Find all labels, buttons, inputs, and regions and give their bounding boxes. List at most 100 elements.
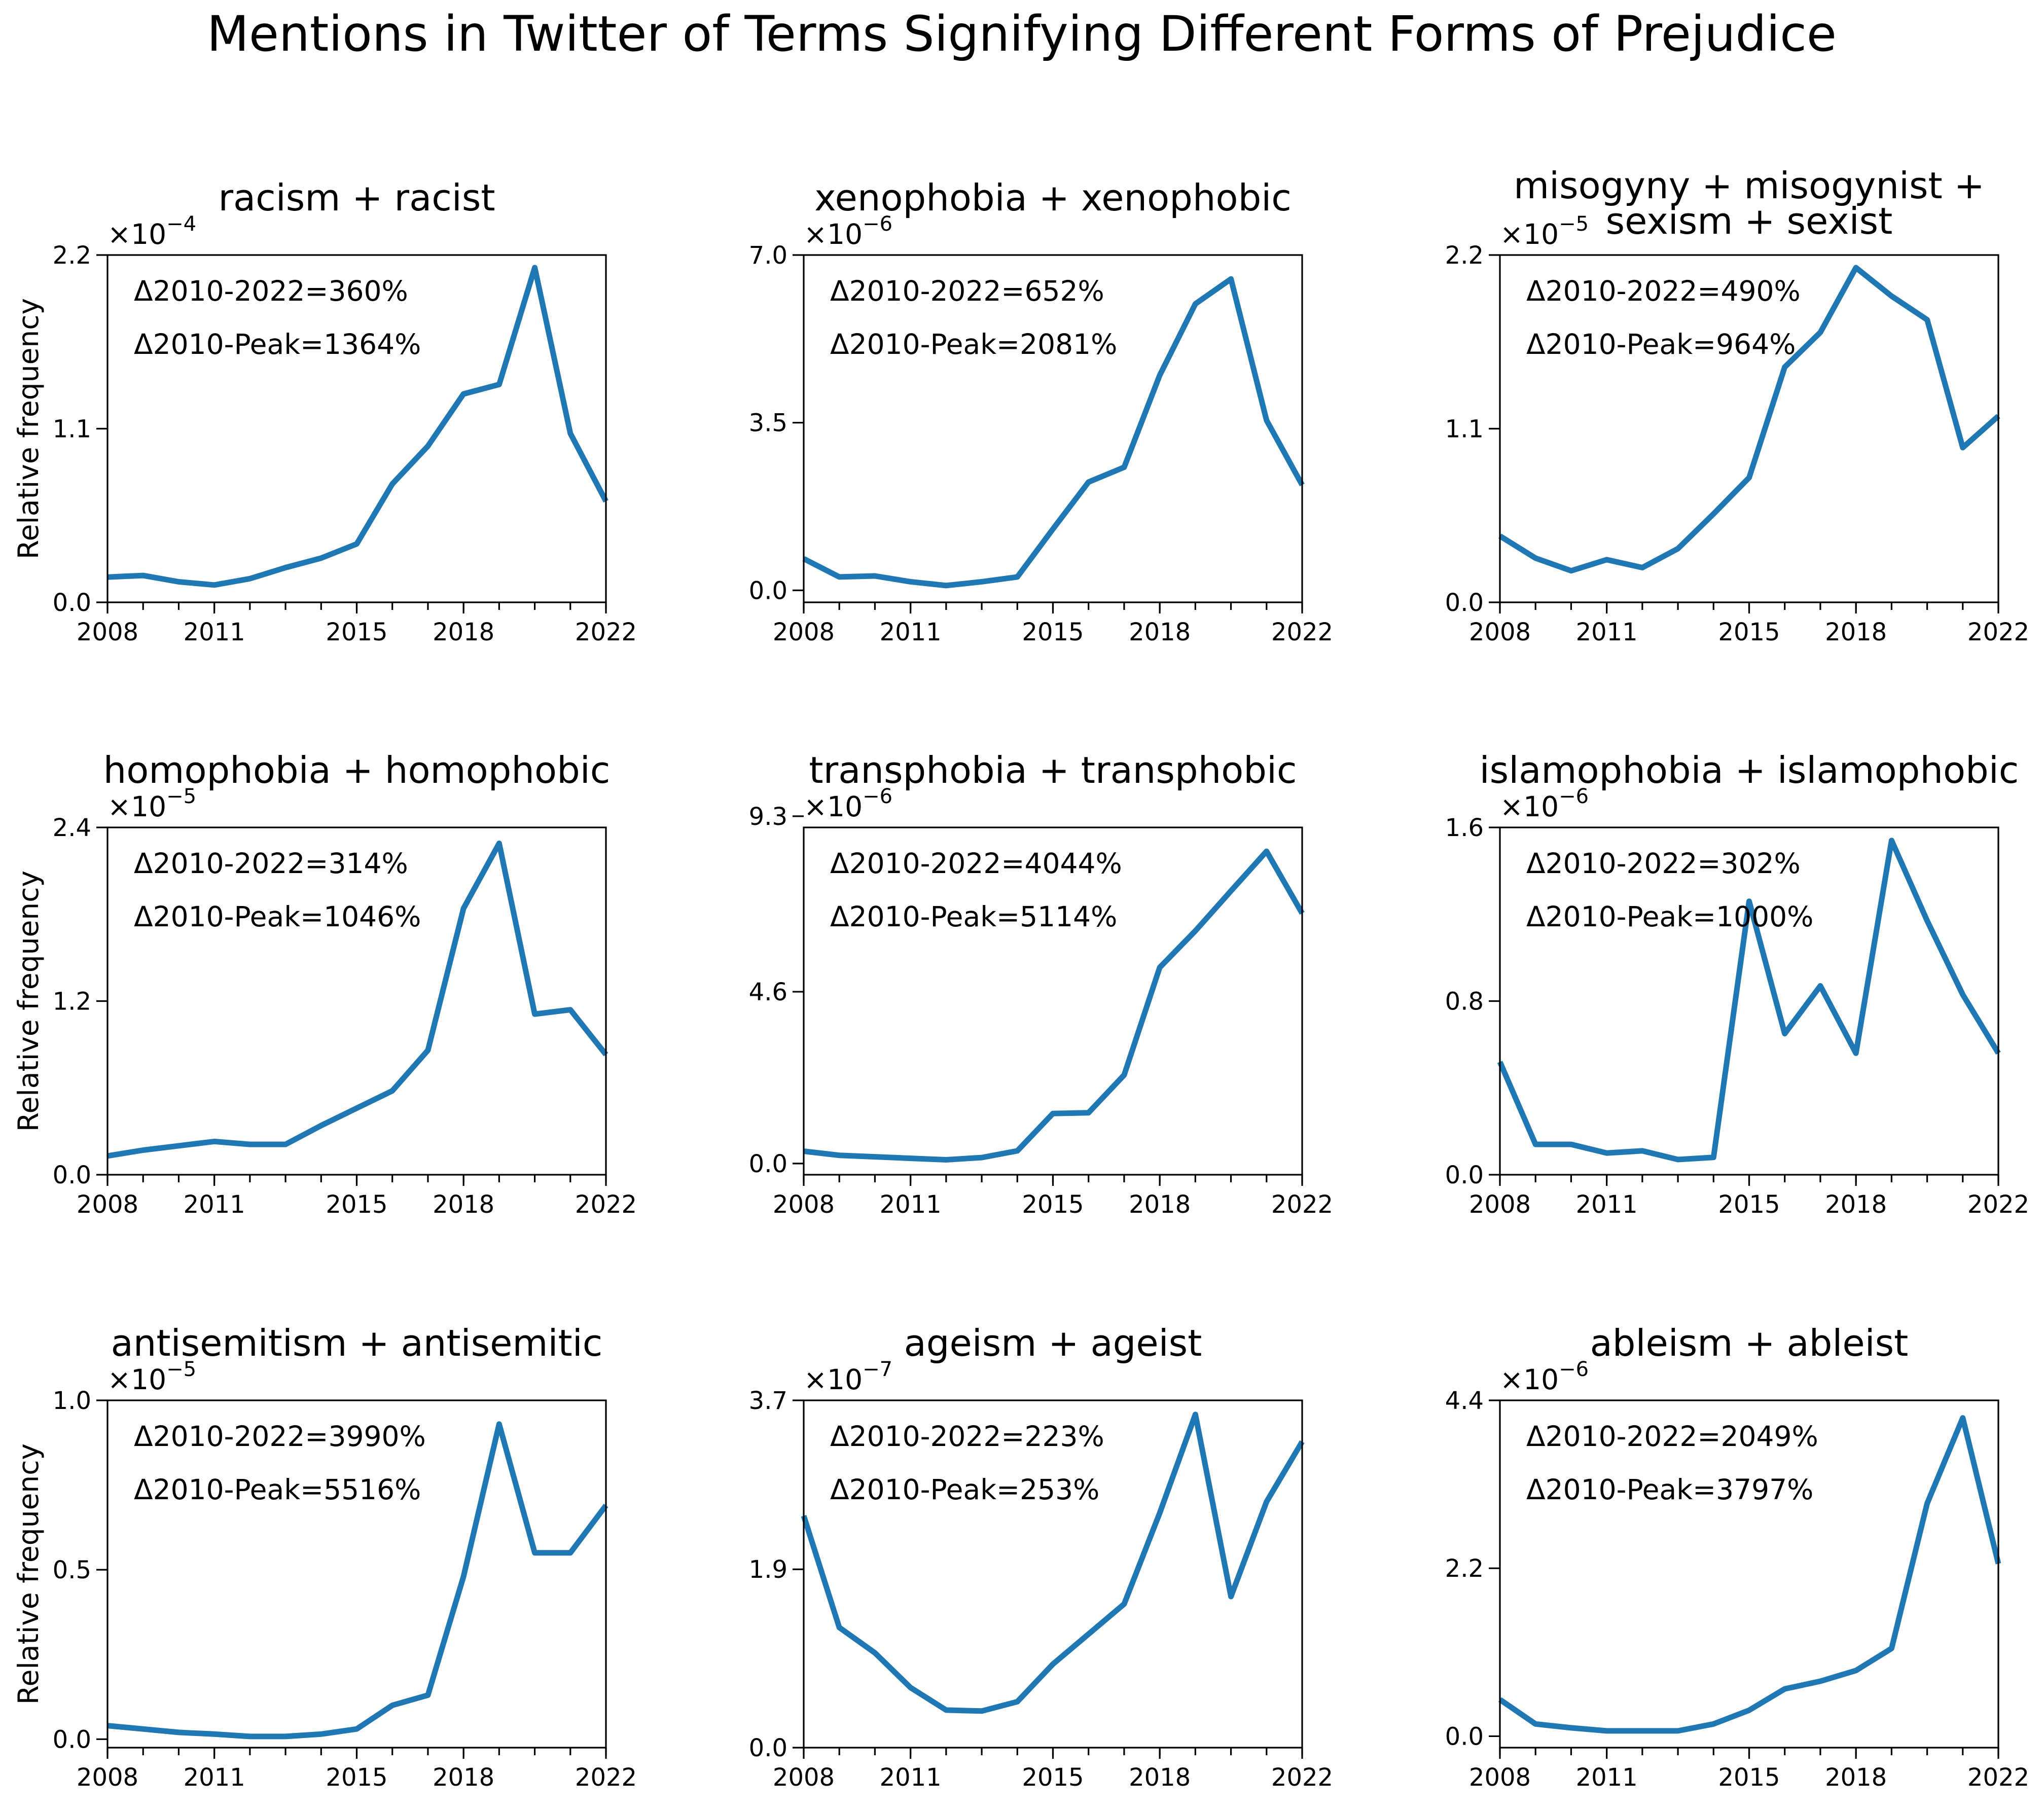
delta-annotation: Δ2010-2022=302% — [1526, 847, 1801, 880]
x-tick-label: 2018 — [1825, 1190, 1887, 1219]
y-tick-label: 2.2 — [1445, 241, 1484, 270]
delta-annotation: Δ2010-Peak=3797% — [1526, 1473, 1813, 1506]
subplot-title: ableism + ableist — [1590, 1322, 1909, 1364]
subplot-title: racism + racist — [218, 176, 495, 219]
y-tick-label: 0.8 — [1445, 988, 1484, 1016]
y-tick-label: 4.4 — [1445, 1387, 1484, 1415]
y-tick-label: 7.0 — [749, 241, 787, 270]
subplot-title: misogyny + misogynist + sexism + sexist — [1514, 164, 1985, 242]
x-tick-label: 2008 — [773, 1190, 835, 1219]
y-tick-label: 1.2 — [53, 988, 91, 1016]
y-axis-label: Relative frequency — [12, 1443, 45, 1705]
delta-annotation: Δ2010-Peak=1046% — [134, 900, 421, 933]
y-tick-label: 1.6 — [1445, 814, 1484, 842]
series-line — [801, 1412, 1305, 1714]
subplot-title: xenophobia + xenophobic — [814, 176, 1292, 219]
series-line — [1498, 265, 2000, 574]
series-line — [803, 848, 1305, 1163]
y-axis-multiplier: ×10−4 — [107, 212, 196, 250]
y-tick-label: 1.1 — [53, 415, 91, 444]
multiplier-base: ×10 — [1500, 1363, 1559, 1396]
delta-annotation: Δ2010-Peak=5516% — [134, 1473, 421, 1506]
multiplier-base: ×10 — [1500, 218, 1559, 250]
y-axis-label: Relative frequency — [12, 871, 45, 1132]
x-tick-label: 2011 — [880, 1190, 942, 1219]
multiplier-base: ×10 — [804, 790, 863, 823]
subplot: racism + racist ×10−4 2008 2011 2015 2018 2022… — [12, 176, 637, 646]
y-tick-label: 2.2 — [53, 241, 91, 270]
figure-title: Mentions in Twitter of Terms Signifying … — [207, 6, 1837, 62]
x-tick-label: 2015 — [1022, 1190, 1084, 1219]
x-tick-label: 2022 — [1271, 1190, 1333, 1219]
series-line — [107, 840, 608, 1159]
x-tick-label: 2011 — [1576, 1763, 1638, 1792]
delta-annotation: Δ2010-2022=490% — [1526, 275, 1801, 307]
x-tick-label: 2022 — [1967, 618, 2029, 646]
y-tick-label: 0.0 — [53, 589, 91, 617]
y-axis-multiplier: ×10−6 — [1500, 1358, 1589, 1396]
subplot-title: ageism + ageist — [904, 1322, 1202, 1364]
subplot-title: islamophobia + islamophobic — [1480, 749, 2019, 791]
x-tick-label: 2015 — [326, 1763, 387, 1792]
x-tick-label: 2008 — [1469, 1190, 1531, 1219]
y-tick-label: 2.4 — [53, 814, 91, 842]
series-line — [1498, 1415, 2001, 1734]
subplot: transphobia + transphobic×10−6 2008 2011 20… — [749, 749, 1333, 1219]
multiplier-exponent: −6 — [1559, 1358, 1589, 1381]
multiplier-base: ×10 — [107, 1363, 166, 1396]
delta-annotation: Δ2010-Peak=2081% — [830, 328, 1117, 360]
x-tick-label: 2008 — [773, 618, 835, 646]
y-tick-label: 1.1 — [1445, 415, 1484, 444]
x-tick-label: 2022 — [1271, 618, 1333, 646]
x-tick-label: 2011 — [1576, 618, 1638, 646]
y-tick-label: 0.0 — [1445, 589, 1484, 617]
x-tick-label: 2018 — [1129, 1763, 1191, 1792]
y-tick-label: 1.9 — [749, 1555, 787, 1584]
subplot-title: antisemitism + antisemitic — [111, 1322, 603, 1364]
delta-annotation: Δ2010-2022=314% — [134, 847, 408, 880]
subplot-title: homophobia + homophobic — [103, 749, 611, 791]
multiplier-exponent: −5 — [1559, 212, 1589, 236]
y-tick-label: 0.0 — [1445, 1161, 1484, 1189]
y-axis-label: Relative frequency — [12, 298, 45, 559]
x-tick-label: 2011 — [1576, 1190, 1638, 1219]
x-tick-label: 2008 — [77, 618, 138, 646]
y-tick-label: 0.0 — [749, 1150, 787, 1178]
x-tick-label: 2018 — [1825, 618, 1887, 646]
x-tick-label: 2011 — [184, 1190, 245, 1219]
x-tick-label: 2022 — [575, 1190, 637, 1219]
y-tick-label: 0.0 — [1445, 1722, 1484, 1751]
multiplier-exponent: −5 — [166, 1358, 196, 1381]
multiplier-base: ×10 — [107, 218, 166, 250]
x-tick-label: 2008 — [1469, 618, 1531, 646]
series-line — [1497, 838, 2001, 1163]
x-tick-label: 2015 — [1718, 618, 1780, 646]
x-tick-label: 2008 — [1469, 1763, 1531, 1792]
x-tick-label: 2008 — [773, 1763, 835, 1792]
x-tick-label: 2022 — [575, 1763, 637, 1792]
multiplier-exponent: −4 — [166, 212, 196, 236]
y-axis-multiplier: ×10−7 — [804, 1358, 892, 1396]
y-tick-label: 3.7 — [749, 1387, 787, 1415]
subplot: misogyny + misogynist + sexism + sexist×1… — [1445, 164, 2029, 646]
delta-annotation: Δ2010-2022=4044% — [830, 847, 1122, 880]
y-tick-label: 3.5 — [749, 409, 787, 438]
multiplier-base: ×10 — [804, 218, 863, 250]
x-tick-label: 2015 — [326, 618, 387, 646]
delta-annotation: Δ2010-2022=3990% — [134, 1420, 426, 1453]
series-line — [802, 276, 1305, 589]
delta-annotation: Δ2010-2022=2049% — [1526, 1420, 1818, 1453]
y-tick-label: 0.0 — [53, 1161, 91, 1189]
multiplier-base: ×10 — [804, 1363, 863, 1396]
y-axis-multiplier: ×10−5 — [107, 1358, 196, 1396]
x-tick-label: 2015 — [1022, 1763, 1084, 1792]
delta-annotation: Δ2010-Peak=253% — [830, 1473, 1099, 1506]
y-axis-multiplier: ×10−6 — [804, 785, 892, 823]
delta-annotation: Δ2010-2022=223% — [830, 1420, 1104, 1453]
x-tick-label: 2008 — [77, 1190, 138, 1219]
subplot: antisemitism + antisemitic×10−5 2008 2011 2… — [12, 1322, 637, 1792]
x-tick-label: 2008 — [77, 1763, 138, 1792]
x-tick-label: 2018 — [1825, 1763, 1887, 1792]
y-tick-label: 0.5 — [53, 1556, 91, 1584]
